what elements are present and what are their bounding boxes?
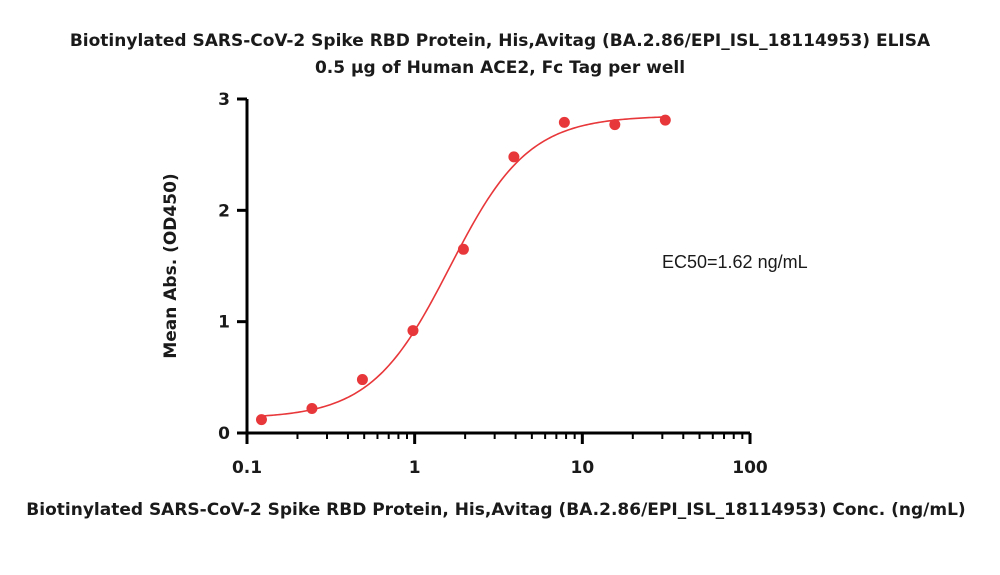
data-point — [306, 403, 318, 415]
ec50-annotation: EC50=1.62 ng/mL — [662, 252, 808, 272]
data-point — [659, 114, 671, 126]
data-point — [356, 374, 368, 386]
y-axis-label: Mean Abs. (OD450) — [161, 173, 181, 358]
chart-title: Biotinylated SARS-CoV-2 Spike RBD Protei… — [70, 31, 931, 51]
data-point — [558, 116, 570, 128]
y-tick-label: 2 — [218, 201, 230, 221]
x-axis: 0.1 1 10 100 — [232, 431, 768, 478]
chart-subtitle: 0.5 µg of Human ACE2, Fc Tag per well — [315, 58, 685, 78]
y-tick-label: 1 — [218, 313, 230, 333]
data-point — [508, 151, 520, 163]
y-tick-label: 0 — [218, 424, 230, 444]
data-point — [609, 119, 621, 131]
x-tick-label: 0.1 — [232, 458, 262, 478]
fit-curve — [261, 116, 666, 417]
data-point — [457, 243, 469, 255]
x-tick-label: 10 — [570, 458, 594, 478]
x-axis-label: Biotinylated SARS-CoV-2 Spike RBD Protei… — [26, 500, 965, 520]
data-point — [407, 325, 419, 337]
y-tick-label: 3 — [218, 90, 230, 110]
x-tick-label: 100 — [732, 458, 768, 478]
x-tick-label: 1 — [409, 458, 421, 478]
data-points — [255, 114, 671, 426]
y-axis: 0 1 2 3 — [218, 90, 249, 444]
data-point — [255, 414, 267, 426]
